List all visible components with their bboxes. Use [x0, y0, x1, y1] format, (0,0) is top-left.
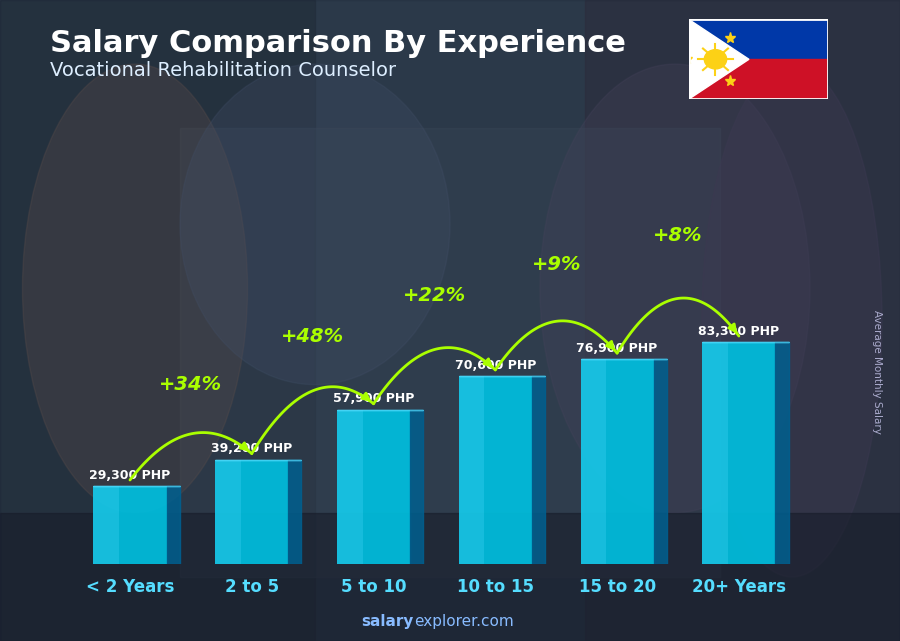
Ellipse shape	[22, 64, 248, 513]
Text: explorer.com: explorer.com	[414, 615, 514, 629]
Bar	[585, 0, 900, 641]
Text: +34%: +34%	[159, 375, 222, 394]
Bar	[215, 460, 241, 564]
Text: Vocational Rehabilitation Counselor: Vocational Rehabilitation Counselor	[50, 61, 396, 80]
Circle shape	[705, 50, 726, 69]
Circle shape	[707, 52, 724, 67]
Polygon shape	[410, 410, 423, 564]
Polygon shape	[166, 486, 180, 564]
Text: 83,300 PHP: 83,300 PHP	[698, 325, 779, 338]
Bar	[688, 60, 828, 99]
Polygon shape	[532, 376, 545, 564]
Polygon shape	[288, 460, 302, 564]
Bar	[180, 128, 720, 577]
Text: +48%: +48%	[281, 327, 344, 345]
Bar	[688, 19, 828, 60]
Polygon shape	[688, 19, 749, 99]
Bar	[0, 513, 900, 641]
Bar	[459, 376, 532, 564]
Text: 57,900 PHP: 57,900 PHP	[333, 392, 414, 406]
Bar	[337, 410, 363, 564]
Polygon shape	[776, 342, 788, 564]
Ellipse shape	[540, 64, 810, 513]
Text: +9%: +9%	[532, 255, 581, 274]
Bar	[702, 342, 728, 564]
Bar	[94, 486, 166, 564]
Bar	[94, 486, 119, 564]
Text: +22%: +22%	[403, 286, 466, 305]
Text: +8%: +8%	[653, 226, 703, 245]
Polygon shape	[653, 359, 667, 564]
Bar	[337, 410, 410, 564]
Bar	[0, 0, 315, 641]
Ellipse shape	[180, 64, 450, 385]
Text: 70,600 PHP: 70,600 PHP	[454, 358, 536, 372]
Text: 39,200 PHP: 39,200 PHP	[212, 442, 292, 455]
Text: Salary Comparison By Experience: Salary Comparison By Experience	[50, 29, 625, 58]
Bar	[702, 342, 776, 564]
Bar	[580, 359, 606, 564]
Ellipse shape	[702, 64, 882, 577]
Bar	[215, 460, 288, 564]
Text: Average Monthly Salary: Average Monthly Salary	[872, 310, 883, 434]
Text: salary: salary	[362, 615, 414, 629]
Bar	[459, 376, 484, 564]
Text: 76,900 PHP: 76,900 PHP	[577, 342, 658, 355]
Text: 29,300 PHP: 29,300 PHP	[89, 469, 171, 481]
Bar	[580, 359, 653, 564]
